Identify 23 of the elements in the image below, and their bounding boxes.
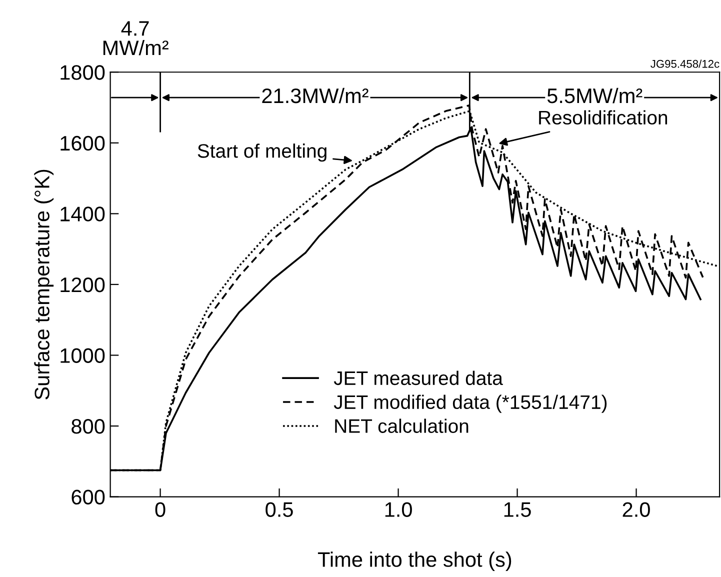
x-axis-title: Time into the shot (s)	[318, 552, 512, 572]
y-tick-label: 1000	[60, 348, 105, 363]
y-tick-label: 1400	[60, 206, 105, 222]
y-axis-title: Surface temperature (°K)	[34, 170, 54, 400]
legend-label: JET measured data	[334, 370, 503, 386]
y-tick-label: 1200	[60, 277, 105, 292]
x-tick-label: 0	[155, 502, 166, 517]
x-tick-label: 1.0	[385, 502, 412, 517]
x-tick-label: 2.0	[622, 502, 650, 517]
annotation: 5.5MW/m²	[547, 88, 642, 104]
legend-label: NET calculation	[335, 418, 468, 433]
text: 4.7 MW/m²	[103, 21, 168, 56]
annotation: Start of melting	[198, 144, 326, 162]
annotation: Resolidification	[539, 110, 668, 125]
legend-label: JET modified data (*1551/1471)	[334, 394, 607, 413]
x-tick-label: 1.5	[504, 502, 531, 517]
text: JG95.458/12c	[650, 60, 720, 68]
x-tick-label: 0.5	[266, 502, 293, 517]
y-tick-label: 800	[72, 419, 105, 434]
y-tick-label: 1800	[60, 65, 105, 80]
y-tick-label: 1600	[60, 136, 105, 151]
y-tick-label: 600	[72, 490, 105, 505]
annotation: 21.3MW/m²	[262, 88, 368, 104]
